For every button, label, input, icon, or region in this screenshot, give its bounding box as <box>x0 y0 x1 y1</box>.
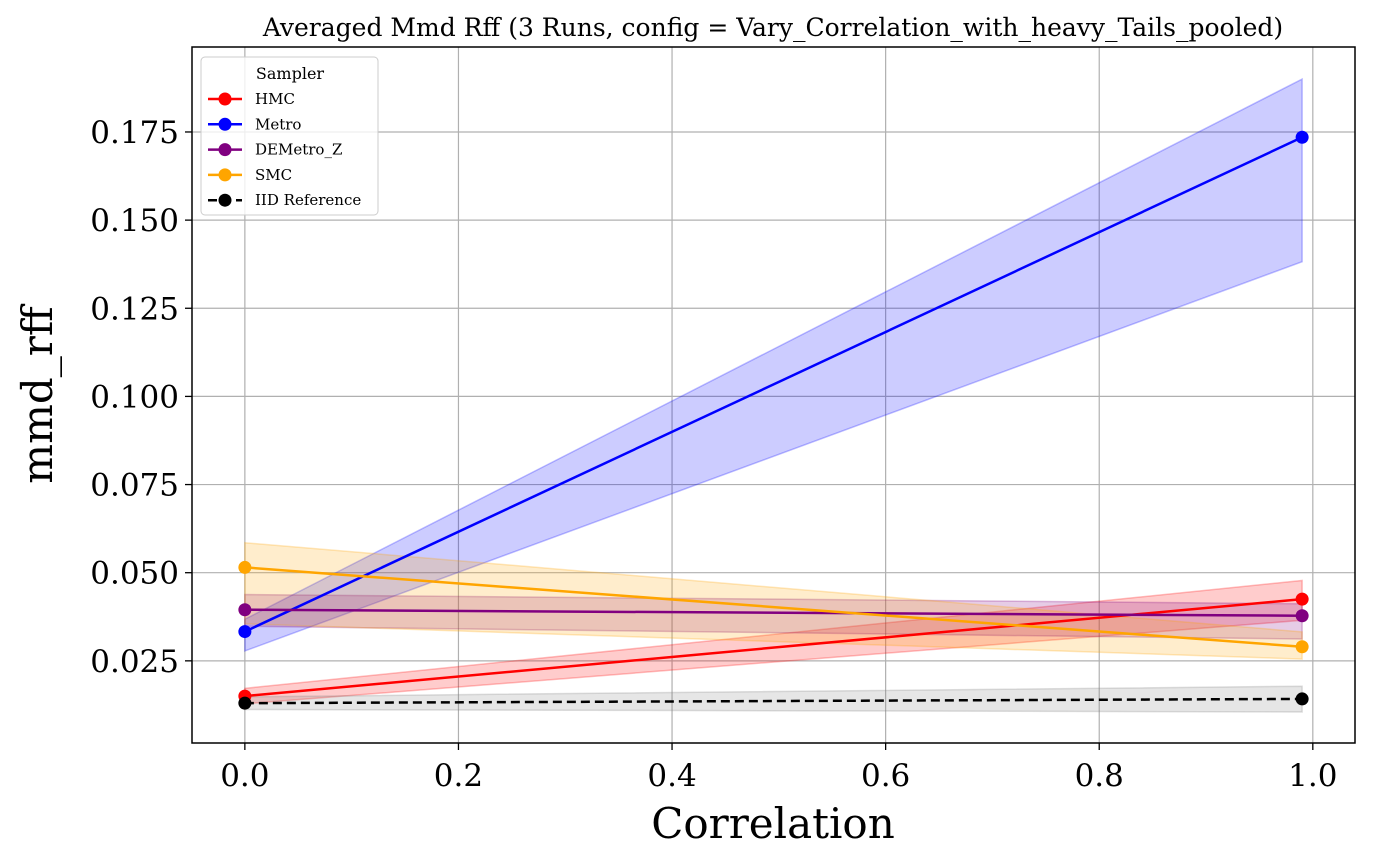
legend-marker-demetro-z <box>218 143 232 157</box>
metro-point <box>238 625 252 639</box>
legend-marker-iid-reference <box>218 193 232 207</box>
y-axis-ticks: 0.025 0.050 0.075 0.100 0.125 0.150 0.175 <box>90 115 192 680</box>
grid <box>192 47 1355 743</box>
series-lines <box>244 136 1303 705</box>
x-tick-label: 0.8 <box>1075 758 1124 794</box>
iid-reference-line <box>244 697 1303 705</box>
x-tick-label: 1.0 <box>1288 758 1337 794</box>
x-axis-label: Correlation <box>651 799 895 848</box>
y-tick-label: 0.175 <box>90 115 179 151</box>
plot-frame <box>191 46 1356 744</box>
legend-marker-smc <box>218 168 232 182</box>
series-points <box>238 130 1309 710</box>
y-tick-label: 0.125 <box>90 291 179 327</box>
x-tick-label: 0.2 <box>434 758 483 794</box>
x-tick-label: 0.6 <box>861 758 910 794</box>
legend: Sampler HMC Metro DEMetro_Z SMC IID Referenc… <box>200 56 379 216</box>
hmc-point <box>1295 592 1309 606</box>
smc-line <box>244 566 1303 648</box>
chart-title: Averaged Mmd Rff (3 Runs, config = Vary_… <box>262 13 1283 42</box>
y-axis-label: mmd_rff <box>13 303 62 484</box>
x-axis-ticks: 0.0 0.2 0.4 0.6 0.8 1.0 <box>220 743 1337 794</box>
demetro-z-point <box>1295 609 1309 623</box>
legend-entries: HMC Metro DEMetro_Z SMC IID Reference <box>208 90 361 209</box>
iid-reference-point <box>1295 692 1309 706</box>
x-tick-label: 0.0 <box>220 758 269 794</box>
smc-point <box>238 560 252 574</box>
smc-point <box>1295 640 1309 654</box>
legend-label-smc: SMC <box>255 166 292 184</box>
y-tick-label: 0.150 <box>90 203 179 239</box>
legend-label-demetro-z: DEMetro_Z <box>255 141 342 159</box>
legend-label-metro: Metro <box>255 115 301 133</box>
legend-box <box>200 56 379 216</box>
legend-label-hmc: HMC <box>255 90 295 108</box>
metro-point <box>1295 130 1309 144</box>
iid-reference-point <box>238 696 252 710</box>
y-tick-label: 0.100 <box>90 379 179 415</box>
metro-line <box>244 136 1303 633</box>
legend-label-iid-reference: IID Reference <box>255 191 361 209</box>
y-tick-label: 0.075 <box>90 468 179 504</box>
demetro-z-line <box>244 608 1303 617</box>
y-tick-label: 0.050 <box>90 556 179 592</box>
legend-marker-metro <box>218 117 232 131</box>
smc-band <box>244 541 1303 660</box>
demetro-z-point <box>238 603 252 617</box>
legend-marker-hmc <box>218 92 232 106</box>
legend-title: Sampler <box>256 64 325 83</box>
y-tick-label: 0.025 <box>90 644 179 680</box>
x-tick-label: 0.4 <box>647 758 696 794</box>
